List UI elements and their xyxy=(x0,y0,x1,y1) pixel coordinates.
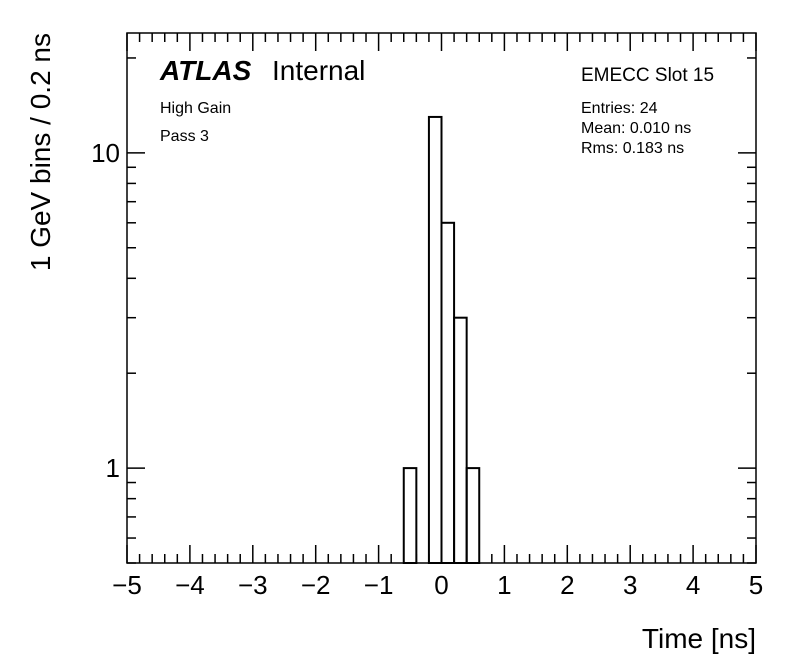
x-tick-label: 0 xyxy=(434,570,448,600)
histogram-bar xyxy=(402,467,418,565)
histogram-bar xyxy=(465,467,481,565)
y-tick-label: 10 xyxy=(91,138,120,168)
annotation: High Gain xyxy=(160,100,231,117)
histogram-bar xyxy=(427,115,443,565)
stat: Entries: 24 xyxy=(581,100,658,117)
y-tick-label: 1 xyxy=(106,453,120,483)
atlas-status: Internal xyxy=(272,55,365,86)
x-tick-label: 4 xyxy=(686,570,700,600)
atlas-label: ATLAS xyxy=(159,55,252,86)
x-tick-label: −2 xyxy=(301,570,331,600)
histogram-bar xyxy=(453,316,468,564)
x-tick-label: −5 xyxy=(112,570,142,600)
stat: Mean: 0.010 ns xyxy=(581,120,691,137)
x-tick-label: −1 xyxy=(364,570,394,600)
x-tick-label: −4 xyxy=(175,570,205,600)
histogram-bar xyxy=(440,221,456,564)
x-tick-label: 3 xyxy=(623,570,637,600)
x-tick-label: 1 xyxy=(497,570,511,600)
x-tick-label: 2 xyxy=(560,570,574,600)
chart-title: EMECC Slot 15 xyxy=(581,65,714,86)
stat: Rms: 0.183 ns xyxy=(581,140,684,157)
x-axis-label: Time [ns] xyxy=(642,623,756,654)
x-tick-label: −3 xyxy=(238,570,268,600)
annotation: Pass 3 xyxy=(160,128,209,145)
x-tick-label: 5 xyxy=(749,570,763,600)
y-axis-label: 1 GeV bins / 0.2 ns xyxy=(25,33,56,271)
